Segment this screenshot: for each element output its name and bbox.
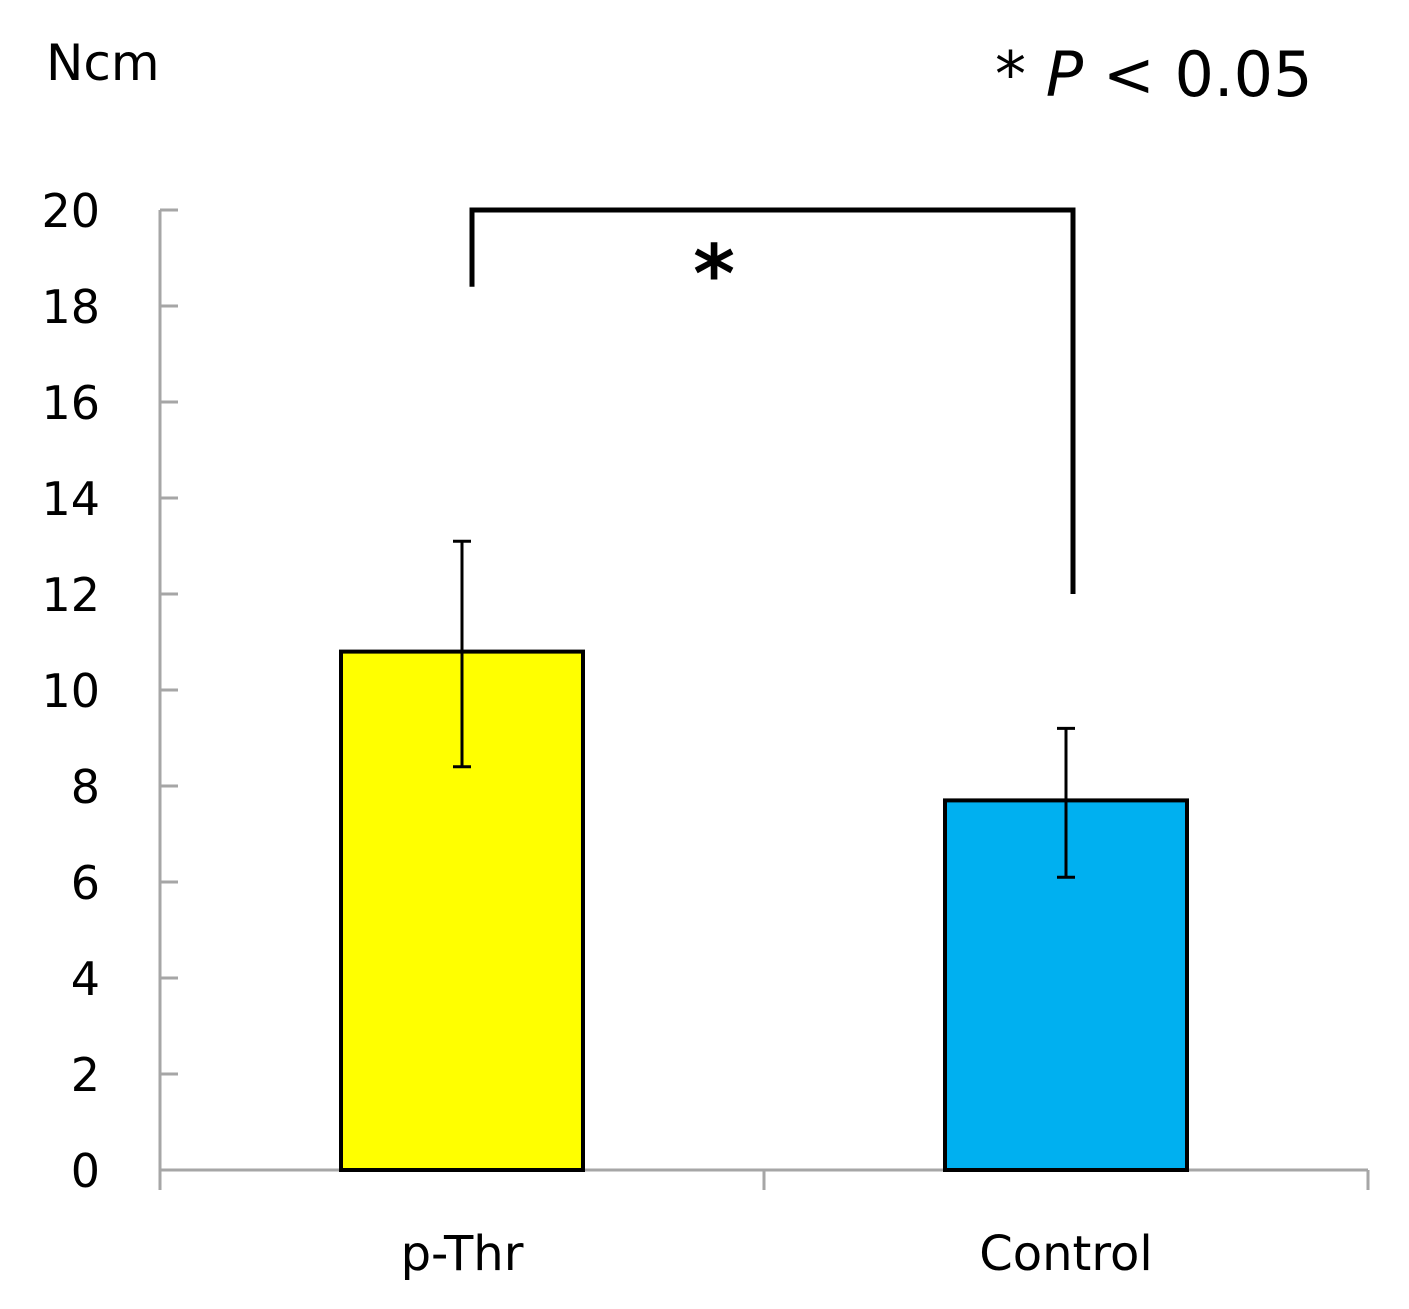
significance-legend-relation: < 0.05 bbox=[1102, 38, 1313, 111]
significance-bracket bbox=[469, 207, 1076, 594]
y-tick-label: 20 bbox=[41, 184, 100, 238]
significance-legend: * P < 0.05 bbox=[995, 38, 1313, 111]
y-tick-label: 6 bbox=[71, 856, 100, 910]
significance-marker: * bbox=[693, 228, 735, 321]
y-unit-label: Ncm bbox=[46, 34, 160, 92]
y-tick-label: 14 bbox=[41, 472, 100, 526]
y-tick-label: 12 bbox=[41, 568, 100, 622]
significance-legend-variable: P bbox=[1045, 38, 1084, 111]
significance-legend-marker: * bbox=[995, 38, 1026, 111]
y-tick-label: 2 bbox=[71, 1048, 100, 1102]
y-tick-label: 0 bbox=[71, 1144, 100, 1198]
y-tick-label: 16 bbox=[41, 376, 100, 430]
y-tick-label: 4 bbox=[71, 952, 100, 1006]
x-category-label: Control bbox=[979, 1226, 1153, 1282]
y-tick-label: 8 bbox=[71, 760, 100, 814]
y-tick-label: 18 bbox=[41, 280, 100, 334]
y-tick-label: 10 bbox=[41, 664, 100, 718]
x-category-label: p-Thr bbox=[401, 1226, 524, 1282]
